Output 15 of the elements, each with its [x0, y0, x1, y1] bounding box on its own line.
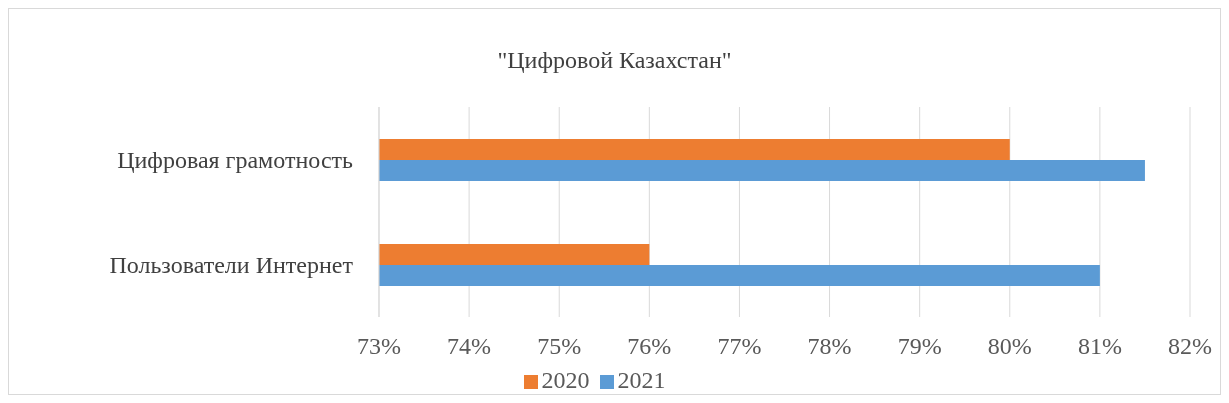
chart-title: "Цифровой Казахстан"	[496, 46, 733, 75]
x-tick-label: 81%	[1077, 333, 1122, 360]
x-tick-label: 77%	[717, 333, 762, 360]
y-tick-label: Цифровая грамотность	[117, 147, 354, 174]
x-tick-label: 80%	[987, 333, 1032, 360]
x-tick-label: 76%	[627, 333, 672, 360]
x-tick-label: 78%	[807, 333, 852, 360]
legend-label: 2020	[541, 367, 590, 393]
legend-label: 2021	[617, 367, 666, 393]
x-tick-label: 79%	[897, 333, 942, 360]
x-tick-label: 75%	[537, 333, 582, 360]
y-tick-label: Пользователи Интернет	[109, 252, 354, 279]
x-tick-label: 74%	[447, 333, 492, 360]
x-tick-label: 82%	[1168, 333, 1212, 360]
x-tick-label: 73%	[357, 333, 401, 360]
